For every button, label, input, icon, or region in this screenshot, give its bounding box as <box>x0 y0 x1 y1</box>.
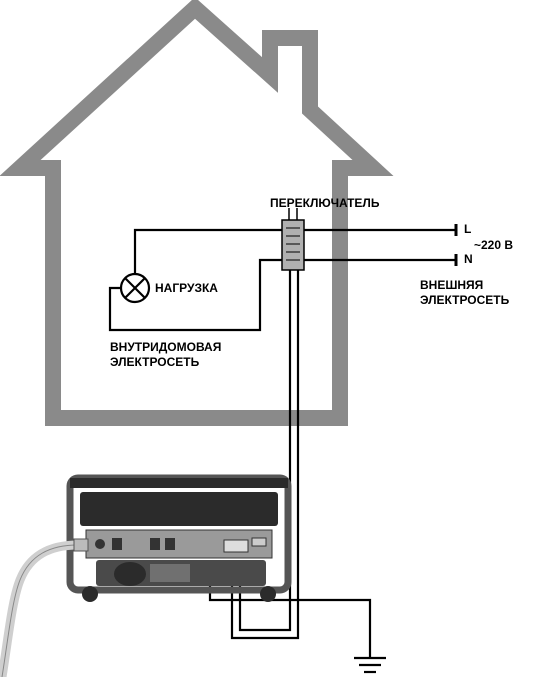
label-line-n: N <box>464 252 473 266</box>
transfer-switch <box>282 208 304 270</box>
label-internal-grid-1: ВНУТРИДОМОВАЯ <box>110 340 221 354</box>
label-external-grid-2: ЭЛЕКТРОСЕТЬ <box>420 293 509 307</box>
label-switch: ПЕРЕКЛЮЧАТЕЛЬ <box>270 196 379 210</box>
label-load: НАГРУЗКА <box>155 281 218 295</box>
generator-power-cable <box>2 539 88 677</box>
external-grid-wires <box>304 224 456 266</box>
internal-wiring <box>110 230 282 330</box>
label-line-l: L <box>464 222 471 236</box>
label-external-grid-1: ВНЕШНЯЯ <box>420 278 483 292</box>
label-internal-grid-2: ЭЛЕКТРОСЕТЬ <box>110 355 199 369</box>
label-voltage: ~220 В <box>474 238 513 252</box>
load-symbol <box>121 274 149 302</box>
generator <box>70 478 288 602</box>
